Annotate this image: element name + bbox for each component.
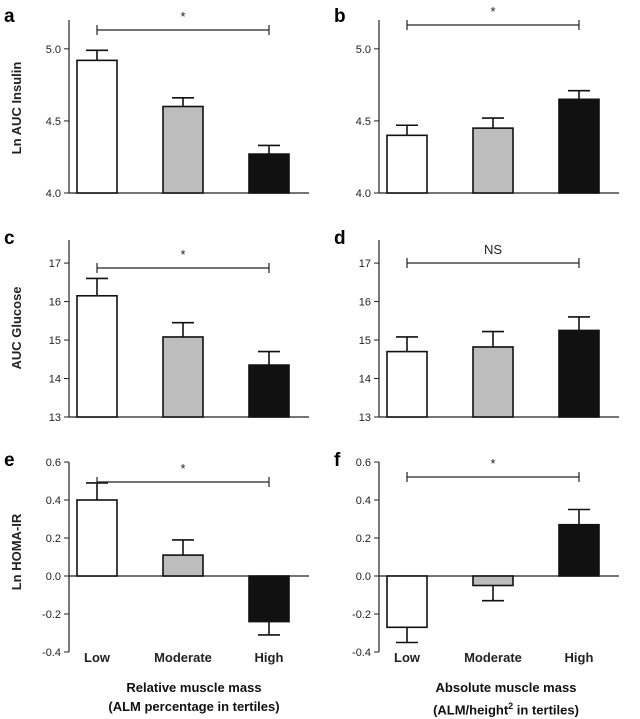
bar-high	[248, 364, 290, 418]
y-tick-label: 0.6	[46, 457, 61, 469]
y-tick-label: 4.0	[356, 188, 371, 200]
bar-low	[386, 575, 428, 629]
panel-letter-d: d	[334, 228, 346, 249]
y-tick-label: 0.4	[356, 495, 371, 507]
category-label-low: Low	[84, 650, 111, 665]
x-axis-label-right-line2: (ALM/height2 in tertiles)	[356, 697, 640, 719]
significance-label: *	[180, 461, 185, 476]
panel-letter-b: b	[334, 6, 346, 27]
y-tick-label: 0.0	[46, 571, 61, 583]
y-tick-label: 16	[359, 297, 371, 309]
significance-label: *	[180, 247, 185, 262]
bar-moderate	[162, 554, 204, 577]
bar-low	[386, 350, 428, 418]
y-tick-label: 15	[49, 335, 61, 347]
y-axis-label: AUC Glucose	[9, 286, 24, 369]
y-tick-label: 0.6	[356, 457, 371, 469]
y-tick-label: 4.0	[46, 188, 61, 200]
y-tick-label: 17	[359, 258, 371, 270]
bar-moderate	[162, 105, 204, 194]
bar-low	[76, 59, 118, 194]
panel-letter-e: e	[4, 450, 15, 471]
category-label-moderate: Moderate	[154, 650, 212, 665]
bar-moderate	[162, 336, 204, 418]
bar-high	[558, 329, 600, 418]
y-tick-label: 13	[49, 412, 61, 424]
bar-high	[248, 153, 290, 194]
x-axis-label-left: Relative muscle mass (ALM percentage in …	[44, 678, 344, 716]
bar-moderate	[472, 346, 514, 418]
x-axis-label-right-line2-post: in tertiles)	[513, 702, 579, 718]
bar-high	[248, 575, 290, 623]
y-axis-label: Ln HOMA-IR	[9, 513, 24, 590]
y-tick-label: 0.4	[46, 495, 61, 507]
y-tick-label: 15	[359, 335, 371, 347]
y-tick-label: 0.0	[356, 571, 371, 583]
y-tick-label: 4.5	[356, 116, 371, 128]
panel-c: c 13 14 15 16 17 AUC Glucose *	[4, 228, 309, 424]
y-axis-label: Ln AUC Insulin	[9, 62, 24, 155]
significance-label: *	[490, 456, 495, 471]
category-label-moderate: Moderate	[464, 650, 522, 665]
panel-b: b 4.0 4.5 5.0 *	[334, 4, 619, 200]
panel-d: d 13 14 15 16 17 NS	[334, 228, 619, 424]
x-axis-label-right-line1: Absolute muscle mass	[435, 680, 577, 695]
panel-a: a 4.0 4.5 5.0 Ln AUC Insulin *	[4, 6, 309, 200]
bar-high	[558, 98, 600, 194]
panel-letter-f: f	[334, 450, 341, 471]
panel-e: e -0.4 -0.2 0.0 0.2 0.4 0.6 Ln HOMA-IR Low Modera…	[4, 450, 309, 665]
significance-label: *	[180, 9, 185, 24]
bar-high	[558, 523, 600, 577]
x-axis-label-right-line2-sup: 2	[508, 701, 514, 711]
significance-label: NS	[484, 242, 502, 257]
panel-letter-c: c	[4, 228, 15, 249]
x-axis-label-right-line2-pre: (ALM/height	[433, 702, 509, 718]
bar-low	[386, 134, 428, 194]
x-axis-label-left-line1: Relative muscle mass	[126, 680, 262, 695]
y-tick-label: 0.2	[356, 533, 371, 545]
y-tick-label: -0.2	[352, 609, 371, 621]
y-tick-label: -0.2	[42, 609, 61, 621]
y-tick-label: 5.0	[46, 44, 61, 56]
y-tick-label: -0.4	[352, 647, 371, 659]
y-tick-label: 0.2	[46, 533, 61, 545]
bar-low	[76, 499, 118, 577]
category-label-high: High	[565, 650, 594, 665]
bar-moderate	[472, 127, 514, 194]
significance-label: *	[490, 4, 495, 19]
y-tick-label: 17	[49, 258, 61, 270]
y-tick-label: 16	[49, 297, 61, 309]
y-tick-label: -0.4	[42, 647, 61, 659]
category-label-low: Low	[394, 650, 421, 665]
y-tick-label: 5.0	[356, 44, 371, 56]
bar-low	[76, 294, 118, 418]
x-axis-label-right: Absolute muscle mass (ALM/height2 in ter…	[356, 678, 640, 719]
y-tick-label: 4.5	[46, 116, 61, 128]
bar-moderate	[472, 575, 514, 587]
category-label-high: High	[255, 650, 284, 665]
y-tick-label: 14	[359, 374, 371, 386]
x-axis-label-left-line2: (ALM percentage in tertiles)	[108, 699, 280, 714]
y-tick-label: 14	[49, 374, 61, 386]
panel-f: f -0.4 -0.2 0.0 0.2 0.4 0.6 Low Moderate High *	[334, 450, 619, 665]
panel-letter-a: a	[4, 6, 15, 27]
y-tick-label: 13	[359, 412, 371, 424]
